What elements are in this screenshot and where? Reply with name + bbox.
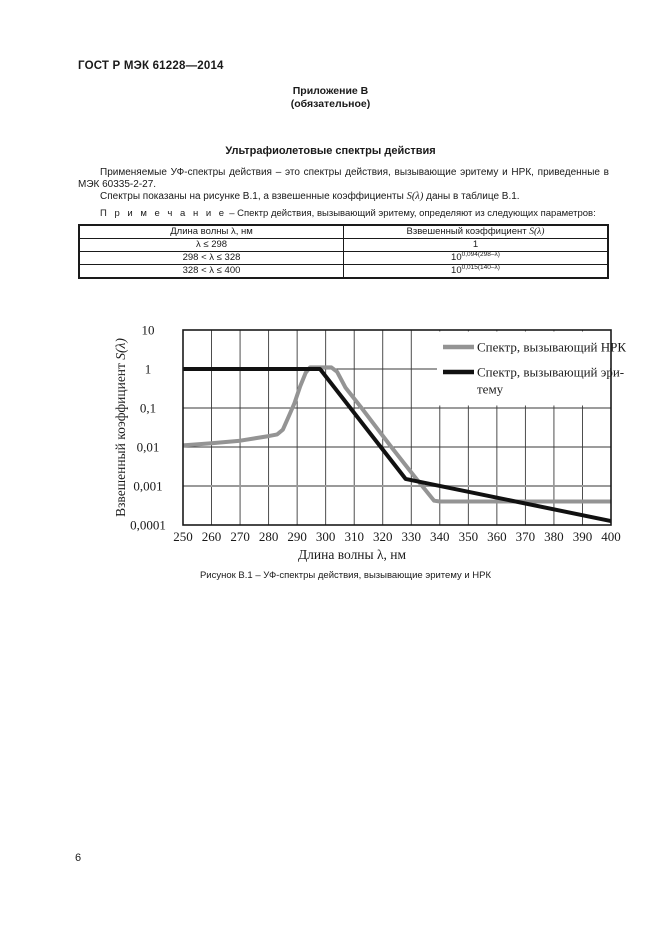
table-row: 328 < λ ≤ 400 100,015(140–λ) xyxy=(78,264,609,279)
body-paragraphs: Применяемые УФ-спектры действия – это сп… xyxy=(78,167,609,220)
svg-text:400: 400 xyxy=(601,529,621,544)
note-text: – Спектр действия, вызывающий эритему, о… xyxy=(226,208,596,220)
table-col-coefficient-text: Взвешенный коэффициент xyxy=(406,226,530,237)
coefficient-cell: 100,015(140–λ) xyxy=(343,264,609,279)
svg-text:300: 300 xyxy=(316,529,336,544)
svg-text:280: 280 xyxy=(259,529,279,544)
svg-text:370: 370 xyxy=(516,529,536,544)
note-label: П р и м е ч а н и е xyxy=(100,208,227,220)
table-row: 298 < λ ≤ 328 100,094(298–λ) xyxy=(78,251,609,265)
wavelength-cell: 298 < λ ≤ 328 xyxy=(78,251,344,265)
annex-subtitle: (обязательное) xyxy=(290,97,371,110)
legend-label: Спектр, вызывающий эри- xyxy=(477,365,624,380)
table-col-coefficient-math: S(λ) xyxy=(529,227,545,237)
svg-text:390: 390 xyxy=(573,529,593,544)
coefficient-table: Длина волны λ, нм Взвешенный коэффициент… xyxy=(78,224,609,279)
svg-text:310: 310 xyxy=(344,529,364,544)
svg-text:360: 360 xyxy=(487,529,507,544)
note-paragraph: П р и м е ч а н и е – Спектр действия, в… xyxy=(78,208,609,220)
table-header-row: Длина волны λ, нм Взвешенный коэффициент… xyxy=(78,224,609,239)
chart-axis-labels: 250 260 270 280 290 300 310 320 330 340 350 360 370 3… xyxy=(130,323,621,545)
paragraph-2-math: S(λ) xyxy=(406,190,424,202)
table-col-wavelength: Длина волны λ, нм xyxy=(78,224,344,239)
table-row: λ ≤ 298 1 xyxy=(78,238,609,252)
legend-label: Спектр, вызывающий НРК xyxy=(477,340,626,355)
svg-text:250: 250 xyxy=(173,529,193,544)
svg-text:330: 330 xyxy=(402,529,422,544)
uv-spectra-chart: Спектр, вызывающий НРК Спектр, вызывающий… xyxy=(113,323,626,563)
annex-heading: Приложение В (обязательное) xyxy=(0,85,661,110)
table-body: λ ≤ 298 1 298 < λ ≤ 328 100,094(298–λ) 328 <… xyxy=(78,238,609,279)
paragraph-2-post: даны в таблице В.1. xyxy=(423,190,520,202)
svg-text:290: 290 xyxy=(287,529,307,544)
paragraph-2-pre: Спектры показаны на рисунке В.1, а взвеш… xyxy=(100,190,407,202)
svg-text:10: 10 xyxy=(142,323,155,338)
svg-text:0,001: 0,001 xyxy=(133,479,162,494)
svg-text:380: 380 xyxy=(544,529,564,544)
svg-text:1: 1 xyxy=(145,362,152,377)
y-axis-title: Взвешенный коэффициент S(λ) xyxy=(113,338,128,517)
svg-text:270: 270 xyxy=(230,529,250,544)
series-line xyxy=(183,367,612,524)
document-header: ГОСТ Р МЭК 61228—2014 xyxy=(78,60,224,72)
coefficient-cell: 100,094(298–λ) xyxy=(343,251,609,265)
annex-title: Приложение В xyxy=(292,85,369,97)
svg-text:260: 260 xyxy=(202,529,222,544)
x-axis-title: Длина волны λ, нм xyxy=(298,547,407,562)
chart-series xyxy=(182,365,612,524)
svg-text:0,0001: 0,0001 xyxy=(130,518,166,533)
chart-legend: Спектр, вызывающий НРК Спектр, вызывающий… xyxy=(437,331,626,406)
svg-text:350: 350 xyxy=(459,529,479,544)
svg-text:320: 320 xyxy=(373,529,393,544)
coefficient-cell: 1 xyxy=(343,238,609,252)
section-title: Ультрафиолетовые спектры действия xyxy=(225,145,436,157)
wavelength-cell: λ ≤ 298 xyxy=(78,238,344,252)
chart-frame xyxy=(182,329,612,526)
wavelength-cell: 328 < λ ≤ 400 xyxy=(78,264,344,279)
legend-label: тему xyxy=(477,382,504,397)
page-number: 6 xyxy=(75,852,82,864)
paragraph-2: Спектры показаны на рисунке В.1, а взвеш… xyxy=(78,191,609,203)
svg-text:0,01: 0,01 xyxy=(137,440,160,455)
svg-text:340: 340 xyxy=(430,529,450,544)
svg-text:0,1: 0,1 xyxy=(140,401,156,416)
figure-caption: Рисунок В.1 – УФ-спектры действия, вызыв… xyxy=(199,570,492,581)
table-col-coefficient: Взвешенный коэффициент S(λ) xyxy=(343,224,609,239)
paragraph-1: Применяемые УФ-спектры действия – это сп… xyxy=(78,167,609,190)
